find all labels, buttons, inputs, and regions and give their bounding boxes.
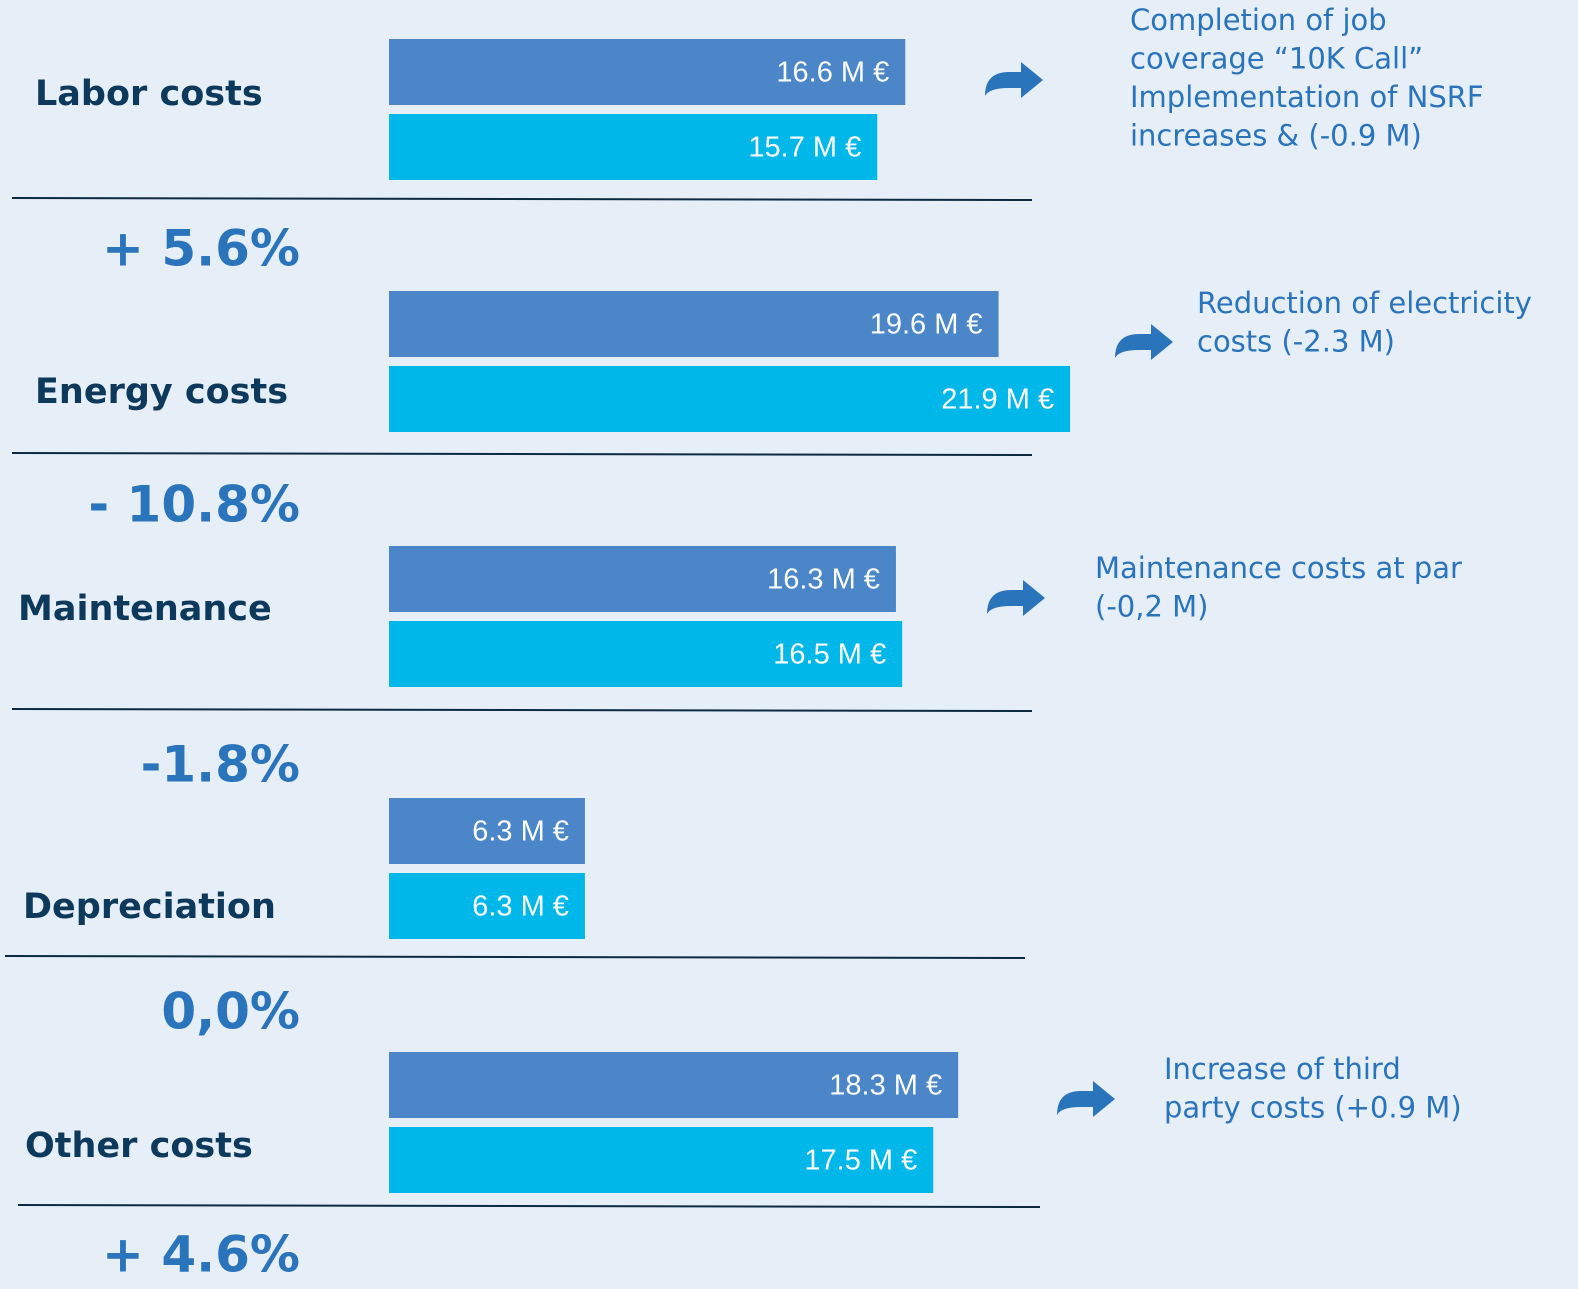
category-label: Labor costs [35, 74, 263, 114]
separator [11, 452, 1033, 456]
arrow [1115, 324, 1173, 360]
bar [389, 1127, 934, 1193]
change-label: 0,0% [161, 983, 300, 1041]
bar [389, 114, 878, 180]
note-line: Maintenance costs at par [1095, 551, 1462, 585]
note-line: increases & (-0.9 M) [1130, 119, 1422, 153]
separator [4, 955, 1026, 959]
arrow [987, 580, 1045, 616]
separator [11, 708, 1033, 712]
change-label: + 4.6% [102, 1226, 300, 1284]
bar [389, 546, 896, 612]
note-line: Implementation of NSRF [1130, 80, 1484, 114]
category-label: Other costs [25, 1126, 253, 1166]
change-label: + 5.6% [102, 220, 300, 278]
note-line: coverage “10K Call” [1130, 42, 1423, 76]
separator [17, 1204, 1041, 1208]
value-label: 19.6 M € [870, 309, 983, 341]
note-line: costs (-2.3 M) [1197, 325, 1395, 359]
value-label: 6.3 M € [472, 891, 569, 923]
bar [389, 873, 585, 939]
note-line: Reduction of electricity [1197, 286, 1532, 320]
value-label: 21.9 M € [941, 384, 1054, 416]
value-label: 15.7 M € [748, 132, 861, 164]
change-label: - 10.8% [88, 476, 300, 534]
note-line: (-0,2 M) [1095, 590, 1208, 624]
value-label: 16.6 M € [776, 57, 889, 89]
value-label: 16.3 M € [767, 564, 880, 596]
arrow [985, 62, 1043, 98]
bar [389, 39, 906, 105]
category-label: Maintenance [18, 589, 272, 629]
value-label: 17.5 M € [804, 1145, 917, 1177]
note-line: Increase of third [1164, 1052, 1401, 1086]
bar [389, 1052, 959, 1118]
bar [389, 366, 1071, 432]
change-label: -1.8% [141, 736, 300, 794]
value-label: 16.5 M € [773, 639, 886, 671]
arrow [1057, 1081, 1115, 1117]
note-line: party costs (+0.9 M) [1164, 1091, 1462, 1125]
bar [389, 798, 585, 864]
note-line: Completion of job [1130, 3, 1387, 37]
bar [389, 621, 903, 687]
category-label: Depreciation [23, 887, 276, 927]
bar [389, 291, 999, 357]
category-label: Energy costs [35, 372, 288, 412]
value-label: 6.3 M € [472, 816, 569, 848]
separator [11, 197, 1033, 201]
value-label: 18.3 M € [829, 1070, 942, 1102]
